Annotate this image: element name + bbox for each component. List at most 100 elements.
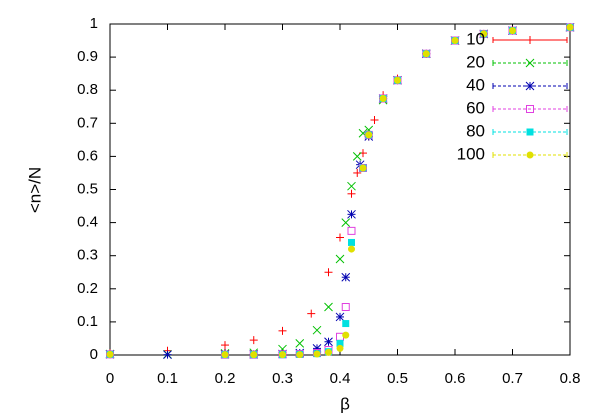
y-tick-label: 0.6 xyxy=(77,147,98,164)
data-point xyxy=(342,320,350,328)
data-point xyxy=(451,37,459,45)
y-tick-label: 0.4 xyxy=(77,214,98,231)
marker-stroke xyxy=(335,254,345,264)
marker-stroke xyxy=(335,312,345,322)
marker-shape xyxy=(336,344,344,352)
data-point xyxy=(348,245,355,253)
data-point xyxy=(279,351,286,359)
marker-shape xyxy=(279,351,286,359)
marker-stroke xyxy=(163,350,172,360)
y-tick-label: 1 xyxy=(90,15,98,32)
data-point xyxy=(359,164,367,172)
data-point xyxy=(341,272,351,282)
marker-shape xyxy=(526,105,534,113)
marker-stroke xyxy=(347,209,356,219)
data-point xyxy=(312,325,322,335)
marker-shape xyxy=(342,331,350,339)
y-tick-label: 0.3 xyxy=(77,247,98,264)
data-point xyxy=(566,23,574,31)
y-tick-label: 0.7 xyxy=(77,114,98,131)
marker-shape xyxy=(336,339,344,347)
legend-sample xyxy=(492,105,568,113)
data-point xyxy=(347,181,356,191)
data-point xyxy=(335,312,345,322)
marker-stroke xyxy=(347,181,356,191)
marker-shape xyxy=(347,226,356,235)
x-tick-label: 0.5 xyxy=(387,370,408,387)
marker-stroke xyxy=(324,302,333,312)
data-point xyxy=(336,233,344,242)
marker-shape xyxy=(509,27,516,35)
legend-label: 80 xyxy=(466,121,485,140)
marker-stroke xyxy=(358,128,368,138)
legend-label: 60 xyxy=(466,98,485,117)
data-point xyxy=(341,218,351,227)
plot-frame xyxy=(109,23,571,356)
data-point xyxy=(307,309,316,318)
data-point xyxy=(336,344,344,352)
x-tick-label: 0 xyxy=(106,370,114,387)
marker-shape xyxy=(296,351,304,359)
legend-sample xyxy=(492,58,568,68)
marker-shape xyxy=(348,245,355,253)
data-point xyxy=(394,76,401,84)
marker-shape xyxy=(359,164,367,172)
marker-shape xyxy=(106,350,114,358)
data-point xyxy=(342,331,350,339)
marker-shape xyxy=(422,50,430,58)
marker-shape xyxy=(526,151,534,159)
data-point xyxy=(353,168,362,177)
data-point xyxy=(250,351,258,359)
marker-stroke xyxy=(295,339,305,348)
data-point xyxy=(325,348,332,356)
y-tick-label: 0 xyxy=(90,346,98,363)
data-point xyxy=(480,30,488,38)
data-point xyxy=(347,209,356,219)
data-point xyxy=(347,189,356,198)
legend-label: 100 xyxy=(457,144,485,163)
data-point xyxy=(313,350,321,358)
data-point xyxy=(509,27,516,35)
marker-shape xyxy=(394,76,401,84)
x-tick-label: 0.4 xyxy=(330,370,351,387)
legend-sample xyxy=(492,128,568,136)
data-point xyxy=(422,50,430,58)
legend-label: 20 xyxy=(466,52,485,71)
marker-stroke xyxy=(324,337,333,347)
marker-stroke xyxy=(341,272,351,282)
x-tick-label: 0.2 xyxy=(215,370,236,387)
data-point xyxy=(335,254,345,264)
data-point xyxy=(370,115,379,124)
marker-shape xyxy=(325,348,332,356)
marker-shape xyxy=(221,351,229,359)
marker-shape xyxy=(566,23,574,31)
data-point xyxy=(324,337,333,347)
data-point xyxy=(336,339,344,347)
y-tick-label: 0.8 xyxy=(77,81,98,98)
data-point xyxy=(278,326,287,335)
y-tick-label: 0.9 xyxy=(77,48,98,65)
legend-sample xyxy=(492,81,568,91)
marker-stroke xyxy=(341,218,351,227)
data-point xyxy=(249,336,258,345)
data-point xyxy=(106,350,114,358)
y-tick-label: 0.1 xyxy=(77,313,98,330)
marker-shape xyxy=(250,351,258,359)
data-point xyxy=(221,341,229,350)
legend-label: 10 xyxy=(466,29,485,48)
x-axis-label: β xyxy=(340,394,350,413)
marker-shape xyxy=(313,350,321,358)
data-point xyxy=(324,268,333,277)
y-tick-label: 0.2 xyxy=(77,280,98,297)
x-tick-label: 0.6 xyxy=(445,370,466,387)
data-point xyxy=(379,94,387,102)
marker-shape xyxy=(451,37,459,45)
data-point xyxy=(365,131,373,139)
data-point xyxy=(295,339,305,348)
data-point xyxy=(163,350,172,360)
x-tick-label: 0.1 xyxy=(157,370,178,387)
data-point xyxy=(347,226,356,235)
marker-shape xyxy=(348,238,355,246)
